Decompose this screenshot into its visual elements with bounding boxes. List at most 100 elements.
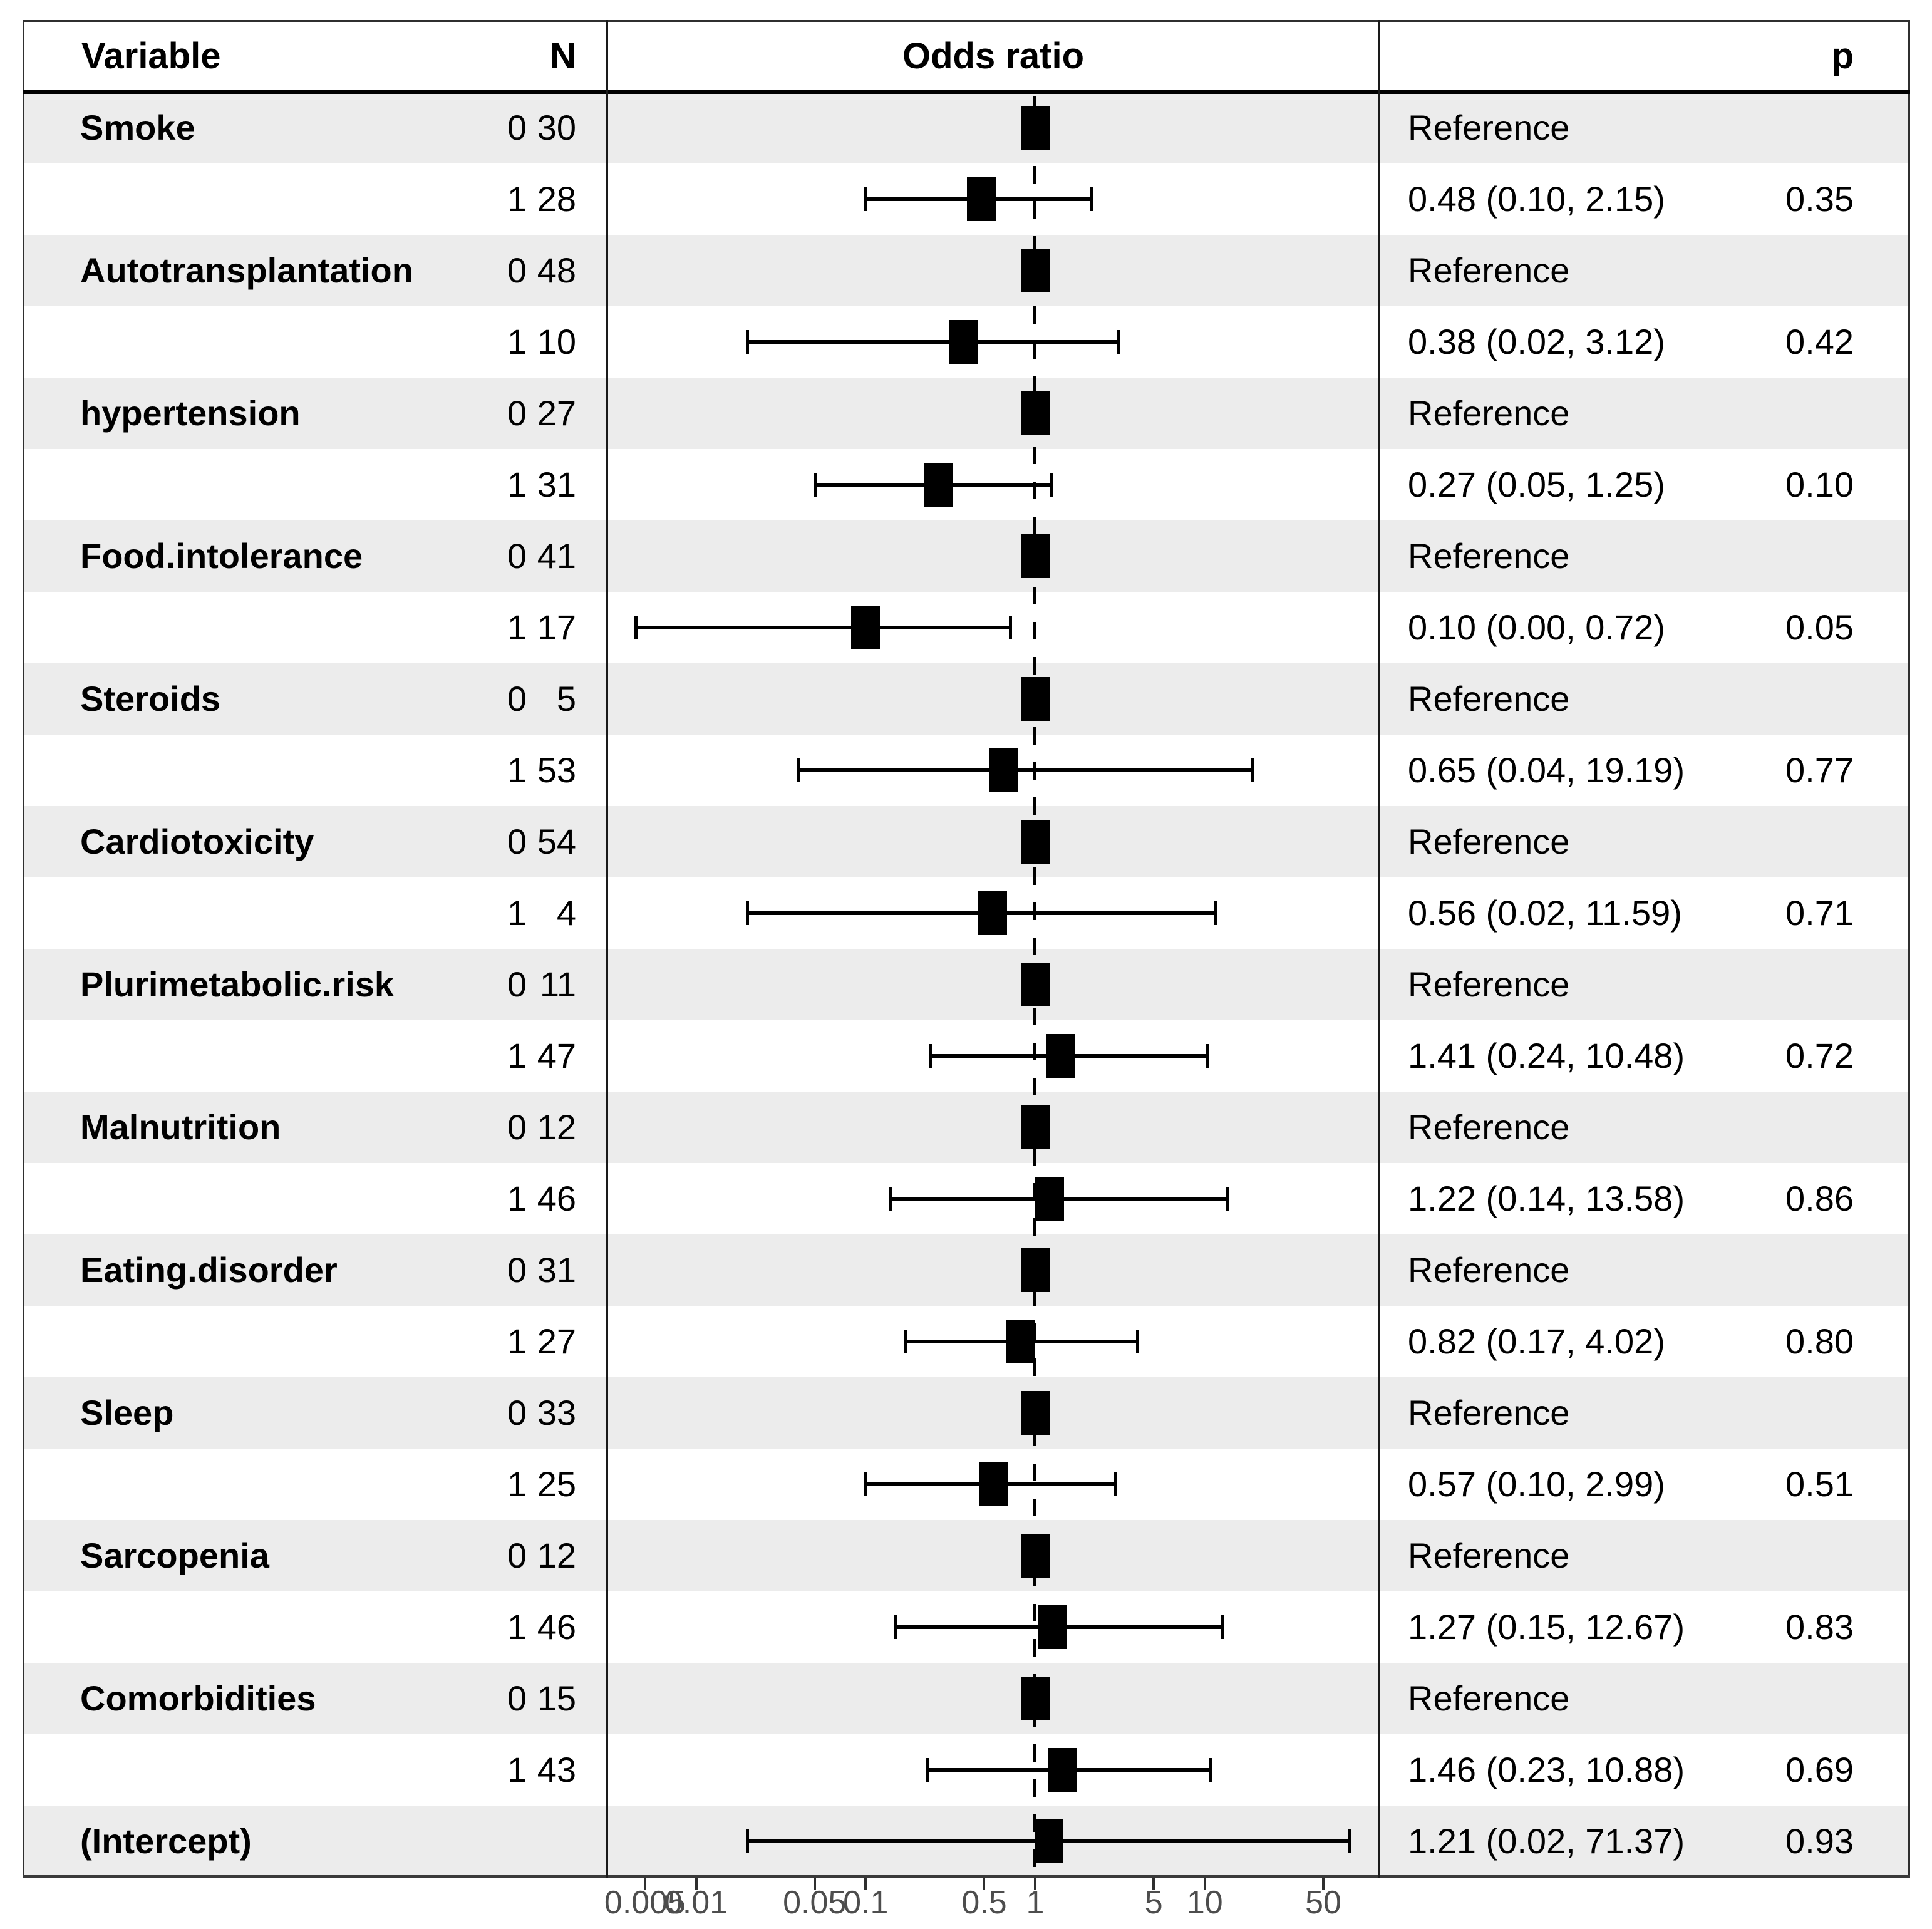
p-value: 0.69 xyxy=(1785,1750,1854,1789)
estimate-value: Reference xyxy=(1408,1107,1570,1147)
n-value: 25 xyxy=(537,1464,576,1504)
p-value: 0.71 xyxy=(1785,893,1854,933)
n-value: 54 xyxy=(537,822,576,861)
reference-point-marker xyxy=(1021,534,1050,578)
p-value xyxy=(1691,1092,1854,1163)
n-value: 12 xyxy=(537,1107,576,1147)
level-value: 0 xyxy=(507,1250,527,1290)
or-point-marker xyxy=(851,606,881,649)
p-value xyxy=(1691,806,1854,877)
ci-cap-high xyxy=(1225,1187,1229,1211)
reference-point-marker xyxy=(1021,820,1050,864)
table-right-border xyxy=(1908,20,1910,1878)
level-value: 1 xyxy=(507,608,527,647)
table-top-border xyxy=(23,20,1910,22)
row-stripe xyxy=(23,1092,1910,1163)
ci-cap-high xyxy=(1347,1829,1351,1853)
p-value xyxy=(1691,1377,1854,1449)
n-value: 46 xyxy=(537,1179,576,1218)
level-value: 0 xyxy=(507,1536,527,1575)
ci-cap-low xyxy=(864,187,868,211)
variable-label: Sarcopenia xyxy=(80,1536,269,1575)
n-value: 53 xyxy=(537,750,576,790)
column-header-odds-ratio: Odds ratio xyxy=(902,36,1085,76)
ci-cap-low xyxy=(746,901,749,925)
n-value xyxy=(530,1806,576,1877)
p-value xyxy=(1691,378,1854,449)
axis-tick-label: 50 xyxy=(1305,1885,1341,1921)
p-value: 0.86 xyxy=(1785,1179,1854,1218)
row-stripe xyxy=(23,1377,1910,1449)
ci-cap-low xyxy=(746,1829,749,1853)
axis-tick-label: 10 xyxy=(1186,1885,1223,1921)
row-stripe xyxy=(23,949,1910,1020)
estimate-value: Reference xyxy=(1408,822,1570,861)
ci-cap-high xyxy=(1220,1615,1224,1639)
ci-cap-low xyxy=(889,1187,892,1211)
level-value: 1 xyxy=(507,1750,527,1789)
row-stripe xyxy=(23,663,1910,735)
variable-label: Cardiotoxicity xyxy=(80,822,314,861)
level-value: 1 xyxy=(507,1036,527,1075)
or-point-marker xyxy=(966,177,996,221)
p-value xyxy=(1691,1234,1854,1306)
or-point-marker xyxy=(924,463,954,507)
p-value xyxy=(1691,1663,1854,1734)
ci-whisker xyxy=(798,768,1253,772)
row-stripe xyxy=(23,1234,1910,1306)
ci-cap-high xyxy=(1206,1044,1210,1068)
p-value: 0.77 xyxy=(1785,750,1854,790)
row-stripe xyxy=(23,806,1910,877)
row-stripe xyxy=(23,1520,1910,1591)
ci-cap-low xyxy=(746,330,749,354)
ci-cap-high xyxy=(1090,187,1093,211)
header-underline xyxy=(23,90,1910,94)
n-value: 4 xyxy=(556,893,576,933)
ci-cap-low xyxy=(634,616,638,639)
level-value: 0 xyxy=(507,822,527,861)
n-value: 15 xyxy=(537,1678,576,1718)
ci-cap-high xyxy=(1113,1472,1117,1496)
n-value: 5 xyxy=(556,679,576,718)
or-point-marker xyxy=(1035,1177,1065,1221)
reference-point-marker xyxy=(1021,1391,1050,1435)
level-value: 1 xyxy=(507,1464,527,1504)
or-point-marker xyxy=(978,891,1007,935)
ci-cap-high xyxy=(1009,616,1013,639)
variable-label: Smoke xyxy=(80,108,195,147)
reference-point-marker xyxy=(1021,1248,1050,1292)
p-value: 0.72 xyxy=(1785,1036,1854,1075)
row-stripe xyxy=(23,235,1910,306)
axis-tick xyxy=(983,1878,986,1890)
ci-cap-high xyxy=(1050,473,1053,497)
level-value: 1 xyxy=(507,893,527,933)
axis-tick xyxy=(1152,1878,1155,1890)
estimate-value: 1.41 (0.24, 10.48) xyxy=(1408,1036,1685,1075)
ci-cap-high xyxy=(1209,1758,1212,1782)
level-value: 0 xyxy=(507,679,527,718)
p-value: 0.10 xyxy=(1785,465,1854,504)
p-value xyxy=(1691,92,1854,163)
p-value: 0.80 xyxy=(1785,1321,1854,1361)
p-value: 0.51 xyxy=(1785,1464,1854,1504)
estimate-value: 0.38 (0.02, 3.12) xyxy=(1408,322,1665,361)
axis-tick-label: 0.05 xyxy=(783,1885,847,1921)
variable-label: Steroids xyxy=(80,679,221,718)
level-value: 0 xyxy=(507,108,527,147)
reference-point-marker xyxy=(1021,1105,1050,1149)
estimate-value: Reference xyxy=(1408,1536,1570,1575)
n-value: 41 xyxy=(537,536,576,576)
axis-tick-label: 0.1 xyxy=(843,1885,889,1921)
or-point-marker xyxy=(1006,1320,1035,1363)
estimate-value: Reference xyxy=(1408,1393,1570,1432)
level-value: 1 xyxy=(507,322,527,361)
ci-cap-low xyxy=(797,758,800,782)
axis-tick xyxy=(1203,1878,1206,1890)
n-value: 48 xyxy=(537,251,576,290)
n-value: 47 xyxy=(537,1036,576,1075)
variable-label: hypertension xyxy=(80,393,301,433)
p-value: 0.83 xyxy=(1785,1607,1854,1647)
n-value: 27 xyxy=(537,1321,576,1361)
n-value: 27 xyxy=(537,393,576,433)
